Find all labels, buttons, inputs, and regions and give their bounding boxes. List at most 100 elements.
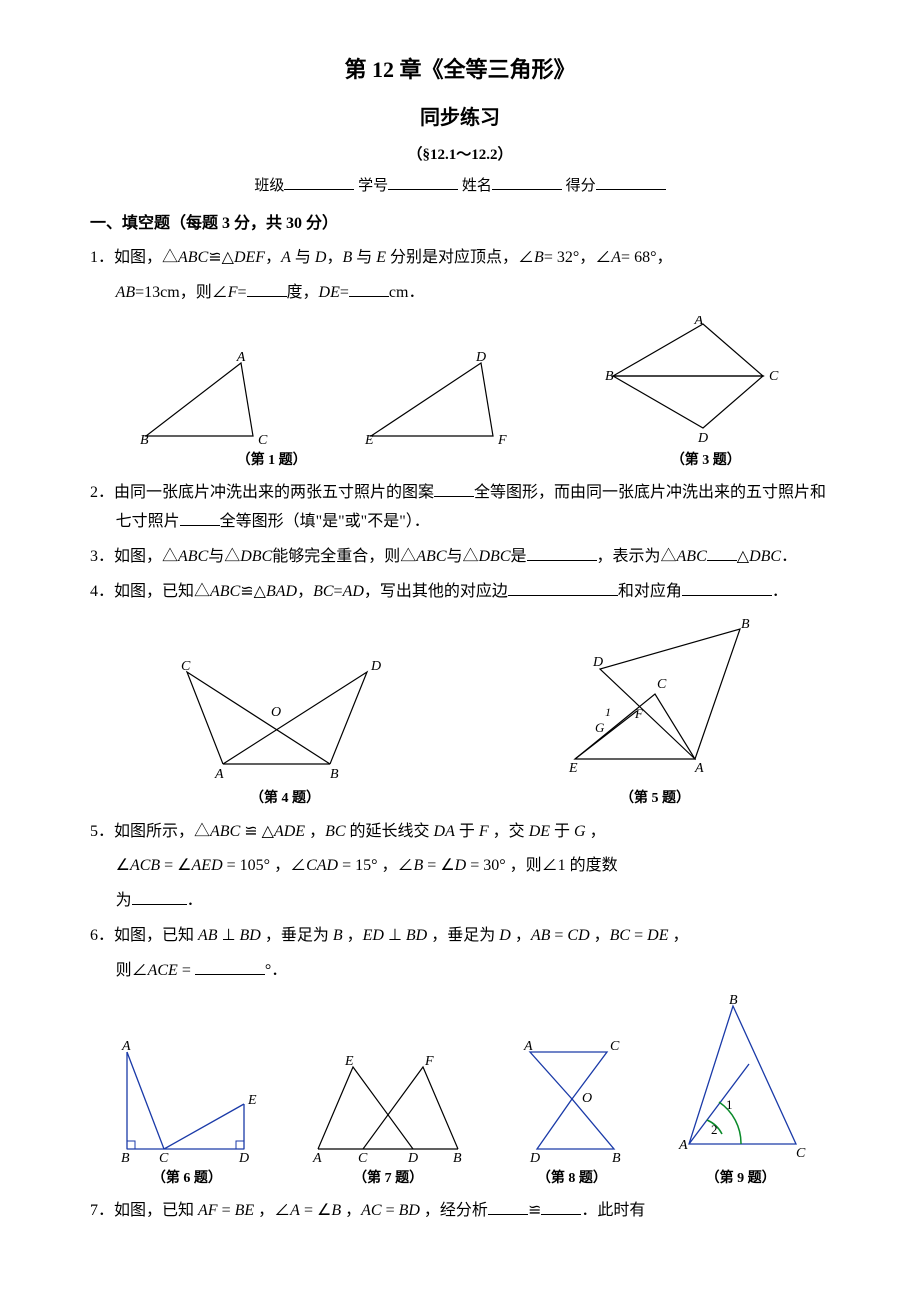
q5-g: G <box>574 823 586 840</box>
figure-5: E A B D C F G 1 （第 5 题） <box>545 614 765 811</box>
fig5-svg: E A B D C F G 1 <box>545 614 765 784</box>
fig1-label-d: D <box>474 351 485 365</box>
q2-t: 全等图形（填"是"或"不是"）． <box>220 513 430 530</box>
q3-t: △ <box>737 548 749 565</box>
fig3-caption: （第 3 题） <box>606 448 806 473</box>
q7-t: 7．如图，已知 <box>90 1202 198 1219</box>
q5-t: 的延长线交 <box>346 823 434 840</box>
q1-d: D <box>315 249 327 266</box>
q4-bad: BAD <box>266 583 297 600</box>
q1-t: cm． <box>389 284 425 301</box>
q1-t: = <box>238 284 247 301</box>
q1-b: B <box>342 249 352 266</box>
blank-name[interactable] <box>492 174 562 190</box>
q1-t: 1．如图，△ <box>90 249 178 266</box>
q5-t: = ∠ <box>160 857 191 874</box>
fig5-c: C <box>657 677 667 692</box>
figure-row-3: A B C D E （第 6 题） A C D B E F （第 7 题） A … <box>90 994 830 1191</box>
q3-t: 与△ <box>208 548 240 565</box>
q5-acb: ACB <box>130 857 160 874</box>
q5-de: DE <box>529 823 550 840</box>
fig9-b: B <box>729 994 738 1008</box>
q1-blank-1[interactable] <box>247 280 287 297</box>
q5-t: 为 <box>116 892 132 909</box>
q7-blank-2[interactable] <box>541 1198 581 1215</box>
label-num: 学号 <box>358 178 388 194</box>
fig3-label-b: B <box>605 369 614 384</box>
q3-t: 是 <box>511 548 527 565</box>
fig1-triangle-def: D E F <box>353 351 518 446</box>
fig8-a: A <box>523 1039 533 1054</box>
q5-da: DA <box>434 823 455 840</box>
figure-row-1: A B C D E F A B C D <box>90 316 830 446</box>
q5-t: ，交 <box>489 823 529 840</box>
fig6-caption: （第 6 题） <box>152 1166 222 1191</box>
q1-blank-2[interactable] <box>349 280 389 297</box>
fig5-caption: （第 5 题） <box>620 786 690 811</box>
q5-b: B <box>414 857 424 874</box>
q3-t: ． <box>781 548 797 565</box>
q6-bc: BC <box>610 927 630 944</box>
q4-blank-1[interactable] <box>508 579 618 596</box>
q7-be: BE <box>235 1202 255 1219</box>
q5-t: ， <box>305 823 325 840</box>
fig8-c: C <box>610 1039 620 1054</box>
q1-e: E <box>376 249 386 266</box>
q3-blank-2[interactable] <box>707 544 737 561</box>
q6-t: ， <box>668 927 688 944</box>
fig9-caption: （第 9 题） <box>706 1166 776 1191</box>
fig3-label-c: C <box>769 369 779 384</box>
fig7-a: A <box>312 1151 322 1164</box>
blank-class[interactable] <box>284 174 354 190</box>
q1-t: ， <box>265 249 281 266</box>
q6-ab: AB <box>198 927 218 944</box>
q1-t: = <box>340 284 349 301</box>
q7-b: B <box>331 1202 341 1219</box>
q1-t: ≌△ <box>208 249 234 266</box>
fig4-a: A <box>214 767 224 782</box>
fig4-b: B <box>330 767 339 782</box>
q1-ab: AB <box>116 284 136 301</box>
q4-t: ≌△ <box>240 583 266 600</box>
fig6-e: E <box>247 1093 257 1108</box>
q2-t: 2．由同一张底片冲洗出来的两张五寸照片的图案 <box>90 484 434 501</box>
q1-b2: B <box>534 249 544 266</box>
blank-score[interactable] <box>596 174 666 190</box>
fig1-label-e: E <box>364 433 374 446</box>
q2-blank-1[interactable] <box>434 480 474 497</box>
q3-blank-1[interactable] <box>527 544 597 561</box>
figure-row-1-caps: （第 1 题） （第 3 题） <box>90 446 830 473</box>
q7-blank-1[interactable] <box>488 1198 528 1215</box>
fig1-label-f: F <box>497 433 507 446</box>
q5-t: ． <box>187 892 203 909</box>
fig6-svg: A B C D E <box>109 1034 264 1164</box>
q4-t: ， <box>297 583 313 600</box>
q4-t: ． <box>772 583 788 600</box>
q1-t: ， <box>326 249 342 266</box>
q5-t: = 105° ，∠ <box>223 857 306 874</box>
fig5-b: B <box>741 617 750 632</box>
q5-f: F <box>479 823 489 840</box>
student-info: 班级 学号 姓名 得分 <box>90 173 830 200</box>
fig7-e: E <box>344 1054 354 1069</box>
question-6-line2: 则∠ACE = °． <box>90 957 830 986</box>
q2-blank-2[interactable] <box>180 509 220 526</box>
q7-a: A <box>290 1202 300 1219</box>
q5-t: ∠ <box>116 857 130 874</box>
q5-ade: ADE <box>274 823 305 840</box>
fig3-kite: A B C D <box>593 316 793 446</box>
q4-blank-2[interactable] <box>682 579 772 596</box>
q3-t: 与△ <box>446 548 478 565</box>
q7-t: = <box>382 1202 399 1219</box>
q1-t: 度， <box>287 284 319 301</box>
q6-blank-1[interactable] <box>195 958 265 975</box>
q5-blank-1[interactable] <box>132 888 187 905</box>
q6-ed: ED <box>363 927 384 944</box>
fig1-label-c: C <box>258 433 268 446</box>
fig7-c: C <box>358 1151 368 1164</box>
q4-t: = <box>334 583 343 600</box>
figure-6: A B C D E （第 6 题） <box>109 1034 264 1191</box>
question-5-line2: ∠ACB = ∠AED = 105° ，∠CAD = 15° ，∠B = ∠D … <box>90 852 830 881</box>
blank-num[interactable] <box>388 174 458 190</box>
question-2: 2．由同一张底片冲洗出来的两张五寸照片的图案全等图形，而由同一张底片冲洗出来的五… <box>90 479 830 537</box>
